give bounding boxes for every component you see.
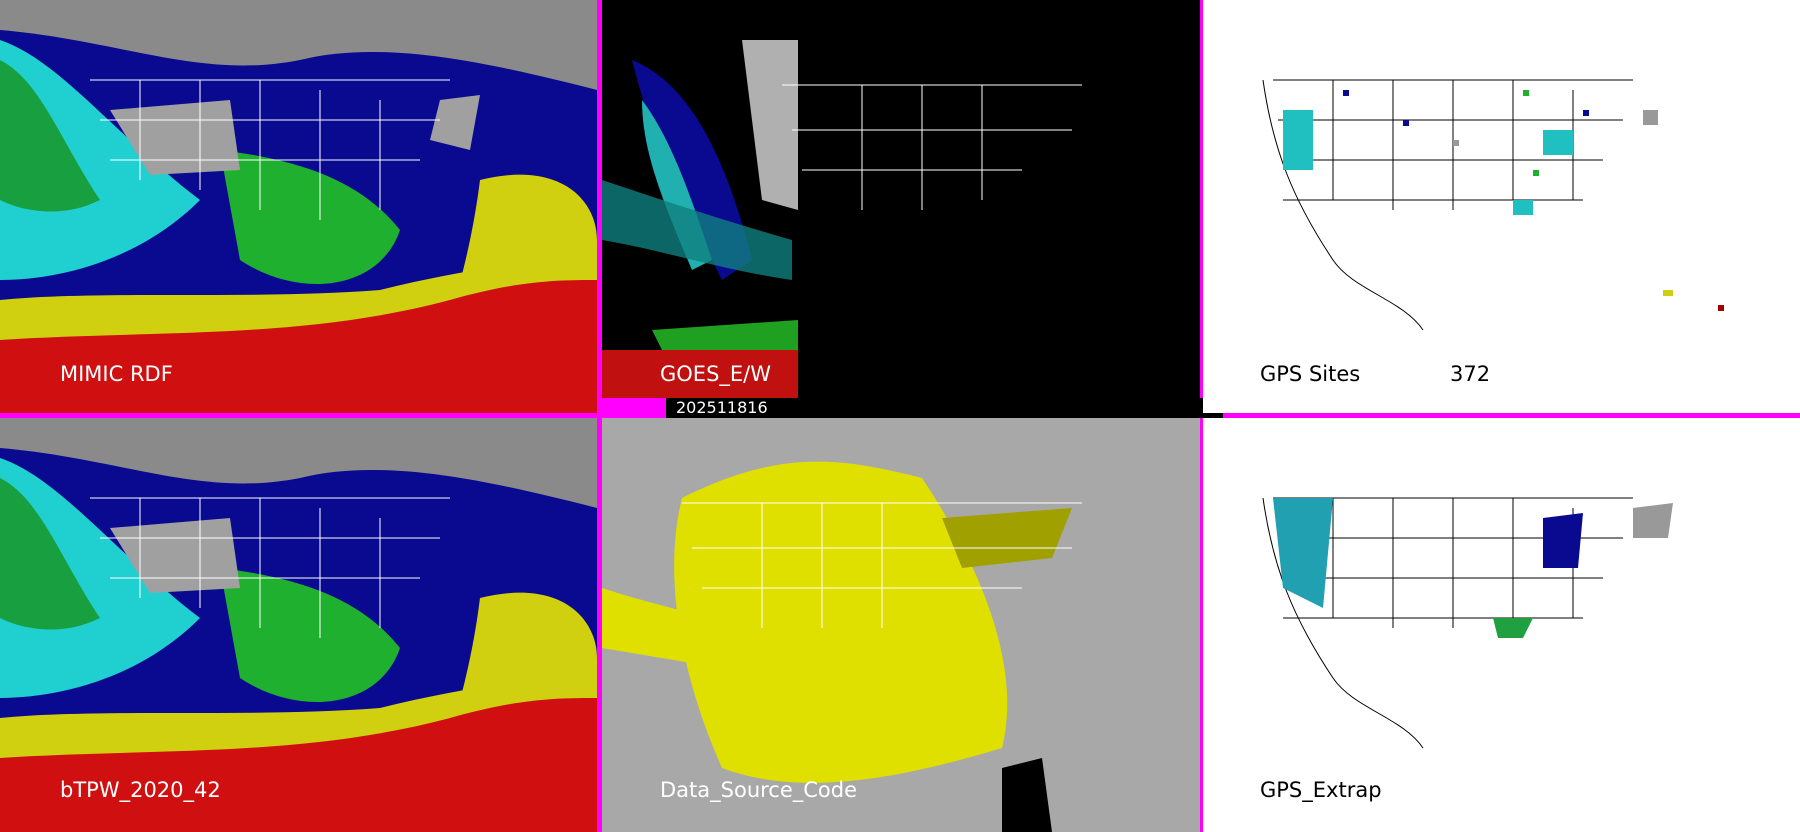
panel-btpw: bTPW_2020_42 [0,418,597,832]
map-image [602,0,1200,398]
timestamp: 202511816 [666,398,1223,418]
panel-goes: GOES_E/W [602,0,1200,398]
panel-label: Data_Source_Code [660,778,858,802]
map-image [0,0,597,413]
panel-gps-extrap: GPS_Extrap [1203,418,1800,832]
map-image [1262,497,1673,749]
map-image [602,461,1082,832]
panel-label: MIMIC RDF [60,362,173,386]
panel-gps-sites: GPS Sites 372 [1203,0,1800,413]
panel-label: GOES_E/W [660,362,772,386]
panel-label: GPS_Extrap [1260,778,1382,802]
panel-data-source: Data_Source_Code [602,418,1200,832]
map-image [0,418,597,832]
site-count: 372 [1450,362,1491,386]
panel-label: bTPW_2020_42 [60,778,221,802]
map-image [1262,79,1724,331]
site-markers [1283,90,1724,311]
panel-mimic: MIMIC RDF [0,0,597,413]
panel-label: GPS Sites [1260,362,1361,386]
